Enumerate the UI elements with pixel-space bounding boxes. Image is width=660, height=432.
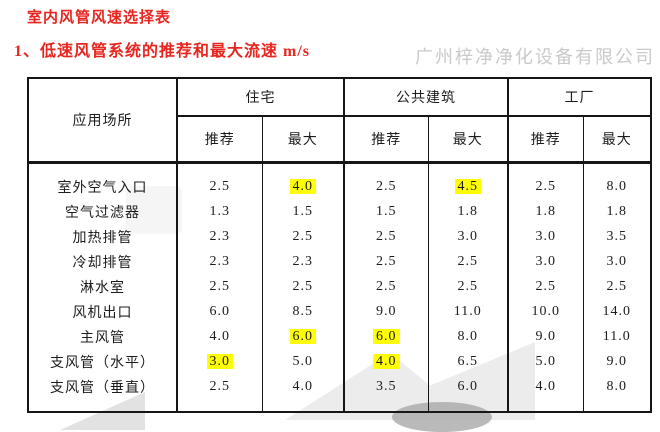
table-row: 淋水室 2.5 2.5 2.5 2.5 2.5 2.5 [28, 274, 651, 299]
value-cell-highlighted: 6.0 [373, 328, 400, 344]
value-cell: 3.0 [457, 228, 478, 244]
duct-speed-table: 应用场所 住宅 公共建筑 工厂 推荐 最大 推荐 最大 推荐 最大 室外空气入口… [27, 77, 652, 413]
value-cell: 8.0 [457, 328, 478, 344]
value-cell: 2.5 [535, 178, 556, 194]
value-cell: 6.0 [457, 378, 478, 394]
value-cell: 2.5 [457, 253, 478, 269]
page-subtitle: 1、低速风管系统的推荐和最大流速 m/s [14, 43, 311, 60]
table-row: 主风管 4.0 6.0 6.0 8.0 9.0 11.0 [28, 324, 651, 349]
sub-header-row: 推荐 最大 推荐 最大 推荐 最大 [28, 116, 651, 164]
value-cell: 9.0 [606, 353, 627, 369]
group-header-public-building: 公共建筑 [344, 78, 509, 117]
value-cell: 4.0 [535, 378, 556, 394]
value-cell: 8.5 [292, 303, 313, 319]
value-cell: 2.5 [535, 278, 556, 294]
row-label: 加热排管 [28, 224, 178, 249]
table-row: 室外空气入口 2.5 4.0 2.5 4.5 2.5 8.0 [28, 174, 651, 199]
value-cell: 3.5 [606, 228, 627, 244]
value-cell: 9.0 [535, 328, 556, 344]
table-row: 冷却排管 2.3 2.3 2.5 2.5 3.0 3.0 [28, 249, 651, 274]
value-cell: 5.0 [535, 353, 556, 369]
spacer-row [28, 162, 651, 174]
value-cell: 14.0 [602, 303, 631, 319]
group-header-factory: 工厂 [508, 78, 651, 117]
company-watermark-text: 广州梓净净化设备有限公司 [415, 47, 655, 67]
value-cell: 1.3 [209, 203, 230, 219]
value-cell: 2.5 [292, 278, 313, 294]
group-header-residential: 住宅 [177, 78, 345, 117]
spacer-row [28, 399, 651, 412]
value-cell: 2.5 [376, 228, 397, 244]
value-cell: 9.0 [376, 303, 397, 319]
value-cell: 2.5 [376, 278, 397, 294]
row-label: 空气过滤器 [28, 199, 178, 224]
table-row: 支风管（水平） 3.0 5.0 4.0 6.5 5.0 9.0 [28, 349, 651, 374]
value-cell: 10.0 [531, 303, 560, 319]
value-cell-highlighted: 4.0 [289, 178, 316, 194]
value-cell-highlighted: 6.0 [289, 328, 316, 344]
value-cell: 2.3 [209, 253, 230, 269]
group-header-row: 应用场所 住宅 公共建筑 工厂 [28, 78, 651, 164]
value-cell: 2.3 [292, 253, 313, 269]
row-label: 室外空气入口 [28, 174, 178, 199]
row-label: 支风管（垂直） [28, 374, 178, 399]
value-cell: 8.0 [606, 378, 627, 394]
value-cell: 2.5 [376, 253, 397, 269]
value-cell: 4.0 [209, 328, 230, 344]
value-cell: 1.5 [292, 203, 313, 219]
value-cell: 2.5 [457, 278, 478, 294]
value-cell-highlighted: 4.5 [454, 178, 481, 194]
value-cell: 8.0 [606, 178, 627, 194]
row-label: 冷却排管 [28, 249, 178, 274]
value-cell: 3.0 [535, 253, 556, 269]
value-cell: 3.5 [376, 378, 397, 394]
value-cell: 6.5 [457, 353, 478, 369]
table-row: 风机出口 6.0 8.5 9.0 11.0 10.0 14.0 [28, 299, 651, 324]
value-cell: 2.5 [209, 178, 230, 194]
value-cell: 6.0 [209, 303, 230, 319]
row-label: 风机出口 [28, 299, 178, 324]
value-cell: 2.5 [376, 178, 397, 194]
value-cell: 3.0 [606, 253, 627, 269]
row-label: 淋水室 [28, 274, 178, 299]
col-header-max: 最大 [428, 116, 509, 164]
value-cell: 11.0 [602, 328, 631, 344]
page-title: 室内风管风速选择表 [27, 10, 172, 26]
value-cell-highlighted: 3.0 [206, 353, 233, 369]
value-cell-highlighted: 4.0 [373, 353, 400, 369]
value-cell: 2.5 [209, 378, 230, 394]
table-row: 空气过滤器 1.3 1.5 1.5 1.8 1.8 1.8 [28, 199, 651, 224]
value-cell: 3.0 [535, 228, 556, 244]
col-header-recommended: 推荐 [344, 116, 429, 164]
col-header-max: 最大 [262, 116, 345, 164]
col-header-recommended: 推荐 [508, 116, 584, 164]
value-cell: 11.0 [453, 303, 482, 319]
value-cell: 1.8 [535, 203, 556, 219]
value-cell: 5.0 [292, 353, 313, 369]
corner-header-application: 应用场所 [28, 78, 178, 164]
value-cell: 1.5 [376, 203, 397, 219]
value-cell: 1.8 [606, 203, 627, 219]
value-cell: 2.5 [606, 278, 627, 294]
row-label: 主风管 [28, 324, 178, 349]
value-cell: 4.0 [292, 378, 313, 394]
table-row: 加热排管 2.3 2.5 2.5 3.0 3.0 3.5 [28, 224, 651, 249]
value-cell: 1.8 [457, 203, 478, 219]
col-header-recommended: 推荐 [177, 116, 263, 164]
value-cell: 2.3 [209, 228, 230, 244]
table-row: 支风管（垂直） 2.5 4.0 3.5 6.0 4.0 8.0 [28, 374, 651, 399]
row-label: 支风管（水平） [28, 349, 178, 374]
value-cell: 2.5 [292, 228, 313, 244]
value-cell: 2.5 [209, 278, 230, 294]
col-header-max: 最大 [583, 116, 651, 164]
